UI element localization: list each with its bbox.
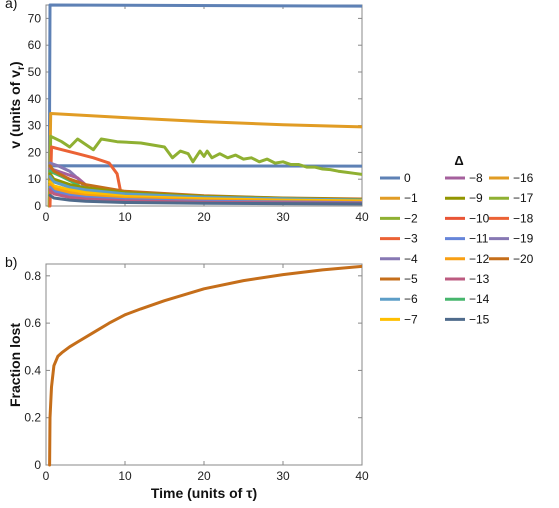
legend-label: −4: [404, 252, 418, 266]
legend-label: −13: [469, 272, 490, 286]
x-tick-label: 10: [118, 469, 132, 483]
x-tick-label: 20: [197, 210, 211, 224]
y-tick-label: 0.6: [24, 316, 41, 330]
legend-label: −9: [469, 191, 483, 205]
legend-label: −20: [513, 252, 534, 266]
y-axis-label-sub: r: [16, 66, 27, 70]
legend-label: −2: [404, 211, 418, 225]
y-tick-label: 20: [28, 145, 42, 159]
legend-label: 0: [404, 171, 411, 185]
y-tick-label: 70: [28, 11, 42, 25]
legend-label: −17: [513, 191, 534, 205]
panel-b-chart: 0 10 20 30 40 0 0.2 0.4 0.6 0.8 b) Fraction lost Tim…: [5, 254, 369, 501]
y-axis-label-close: ): [7, 61, 23, 66]
legend-label: −11: [469, 232, 489, 246]
legend-label: −12: [469, 252, 490, 266]
legend-label: −1: [404, 191, 418, 205]
y-tick-label: 60: [28, 38, 42, 52]
y-tick-label: 0: [34, 458, 41, 472]
legend-label: −18: [513, 211, 534, 225]
legend-label: −15: [469, 312, 490, 326]
legend-label: −5: [404, 272, 418, 286]
y-tick-label: 10: [28, 172, 42, 186]
legend-title: Δ: [454, 153, 463, 168]
x-axis-label: Time (units of τ): [151, 485, 257, 501]
x-tick-label: 40: [355, 469, 369, 483]
series-line: [47, 3, 362, 208]
y-tick-label: 30: [28, 119, 42, 133]
y-axis-label: Fraction lost: [7, 323, 23, 407]
x-tick-label: 30: [276, 469, 290, 483]
legend-label: −6: [404, 292, 418, 306]
series-group: [47, 3, 362, 208]
panel-label: a): [5, 0, 17, 11]
series-group: [48, 264, 362, 467]
y-tick-label: 0.2: [24, 411, 41, 425]
legend-label: −3: [404, 232, 418, 246]
legend: Δ 0 −1 −2 −3 −4 −5 −6 −7 −8 −9 −10 −11 −12 −13 −14 −15 −1…: [380, 153, 534, 326]
series-line: [47, 112, 362, 208]
series-line: [48, 264, 362, 467]
y-tick-label: 40: [28, 92, 42, 106]
x-tick-label: 0: [43, 210, 50, 224]
legend-label: −14: [469, 292, 490, 306]
x-tick-label: 0: [43, 469, 50, 483]
y-tick-label: 0: [34, 199, 41, 213]
legend-label: −16: [513, 171, 534, 185]
series-line: [48, 193, 362, 206]
y-axis-label: v (units of vr): [7, 61, 27, 148]
panel-a-chart: 0 10 20 30 40 0 10 20 30 40 50 60 70 a) v (units of vr…: [5, 0, 369, 224]
x-tick-label: 30: [276, 210, 290, 224]
y-axis-label-main: v (units of v: [7, 70, 23, 149]
legend-label: −8: [469, 171, 483, 185]
x-tick-label: 20: [197, 469, 211, 483]
panel-label: b): [5, 254, 17, 270]
plot-frame: [45, 4, 363, 207]
series-line: [47, 134, 362, 208]
y-tick-label: 50: [28, 65, 42, 79]
x-tick-label: 10: [118, 210, 132, 224]
x-tick-label: 40: [355, 210, 369, 224]
plot-frame: [45, 263, 363, 466]
legend-label: −10: [469, 211, 490, 225]
legend-label: −7: [404, 312, 418, 326]
y-tick-label: 0.4: [24, 363, 41, 377]
legend-label: −19: [513, 232, 534, 246]
y-tick-label: 0.8: [24, 269, 41, 283]
